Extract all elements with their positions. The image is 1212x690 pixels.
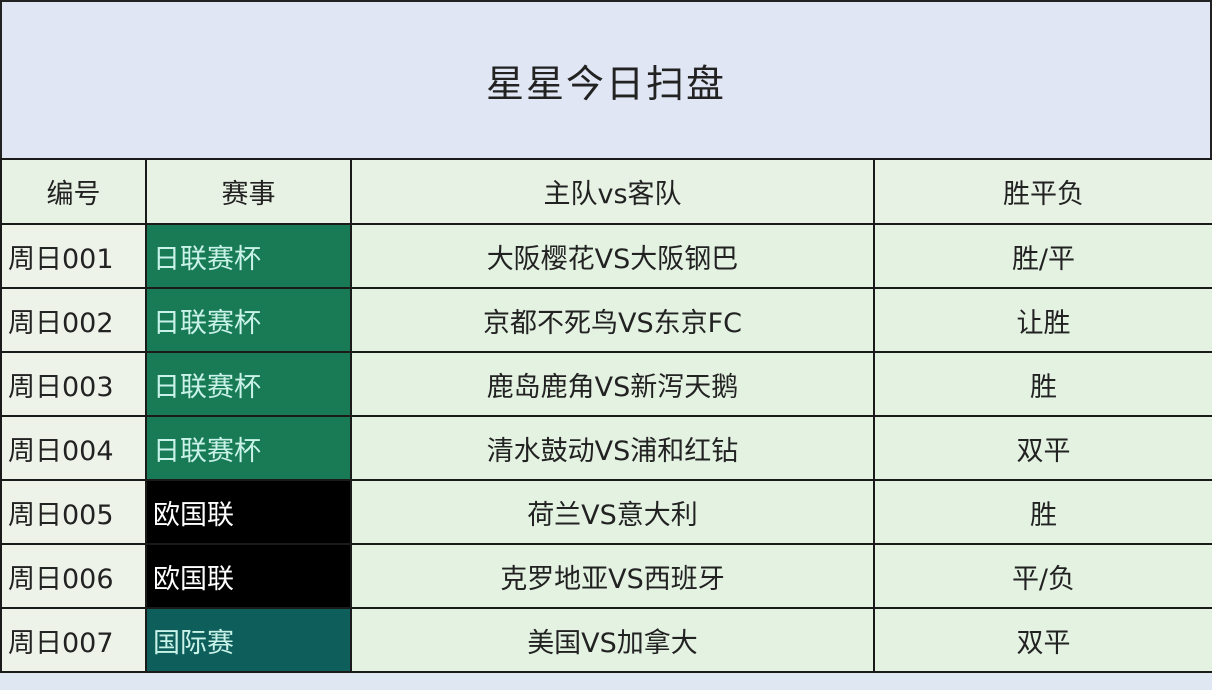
header-match: 主队vs客队 [350, 158, 875, 225]
league-cell: 日联赛杯 [145, 287, 352, 353]
pick-cell: 胜 [873, 479, 1212, 545]
table-row: 周日001 日联赛杯 大阪樱花VS大阪钢巴 胜/平 [0, 223, 1212, 289]
match-table: 编号 赛事 主队vs客队 胜平负 周日001 日联赛杯 大阪樱花VS大阪钢巴 胜/平周… [0, 158, 1212, 673]
table-row: 周日003 日联赛杯 鹿岛鹿角VS新泻天鹅胜 [0, 351, 1212, 417]
pick-cell: 双平 [873, 415, 1212, 481]
row-id: 周日004 [0, 415, 147, 481]
row-id: 周日003 [0, 351, 147, 417]
league-cell: 日联赛杯 [145, 415, 352, 481]
league-cell: 欧国联 [145, 543, 352, 609]
match-cell: 鹿岛鹿角VS新泻天鹅 [350, 351, 875, 417]
header-pick: 胜平负 [873, 158, 1212, 225]
pick-cell: 胜/平 [873, 223, 1212, 289]
table-row: 周日006 欧国联 克罗地亚VS西班牙 平/负 [0, 543, 1212, 609]
match-cell: 京都不死鸟VS东京FC [350, 287, 875, 353]
pick-cell: 双平 [873, 607, 1212, 673]
table-header-row: 编号 赛事 主队vs客队 胜平负 [0, 158, 1212, 225]
row-id: 周日001 [0, 223, 147, 289]
match-cell: 清水鼓动VS浦和红钻 [350, 415, 875, 481]
match-cell: 大阪樱花VS大阪钢巴 [350, 223, 875, 289]
league-cell: 欧国联 [145, 479, 352, 545]
table-row: 周日004 日联赛杯 清水鼓动VS浦和红钻 双平 [0, 415, 1212, 481]
table-row: 周日002 日联赛杯 京都不死鸟VS东京FC 让胜 [0, 287, 1212, 353]
header-id: 编号 [0, 158, 147, 225]
row-id: 周日007 [0, 607, 147, 673]
match-cell: 荷兰VS意大利 [350, 479, 875, 545]
pick-cell: 让胜 [873, 287, 1212, 353]
page-title: 星星今日扫盘 [0, 0, 1212, 158]
match-cell: 美国VS加拿大 [350, 607, 875, 673]
pick-cell: 胜 [873, 351, 1212, 417]
league-cell: 国际赛 [145, 607, 352, 673]
match-cell: 克罗地亚VS西班牙 [350, 543, 875, 609]
pick-cell: 平/负 [873, 543, 1212, 609]
row-id: 周日005 [0, 479, 147, 545]
header-league: 赛事 [145, 158, 352, 225]
league-cell: 日联赛杯 [145, 351, 352, 417]
row-id: 周日002 [0, 287, 147, 353]
table-row: 周日005 欧国联 荷兰VS意大利胜 [0, 479, 1212, 545]
league-cell: 日联赛杯 [145, 223, 352, 289]
row-id: 周日006 [0, 543, 147, 609]
table-row: 周日007 国际赛 美国VS加拿大 双平 [0, 607, 1212, 673]
